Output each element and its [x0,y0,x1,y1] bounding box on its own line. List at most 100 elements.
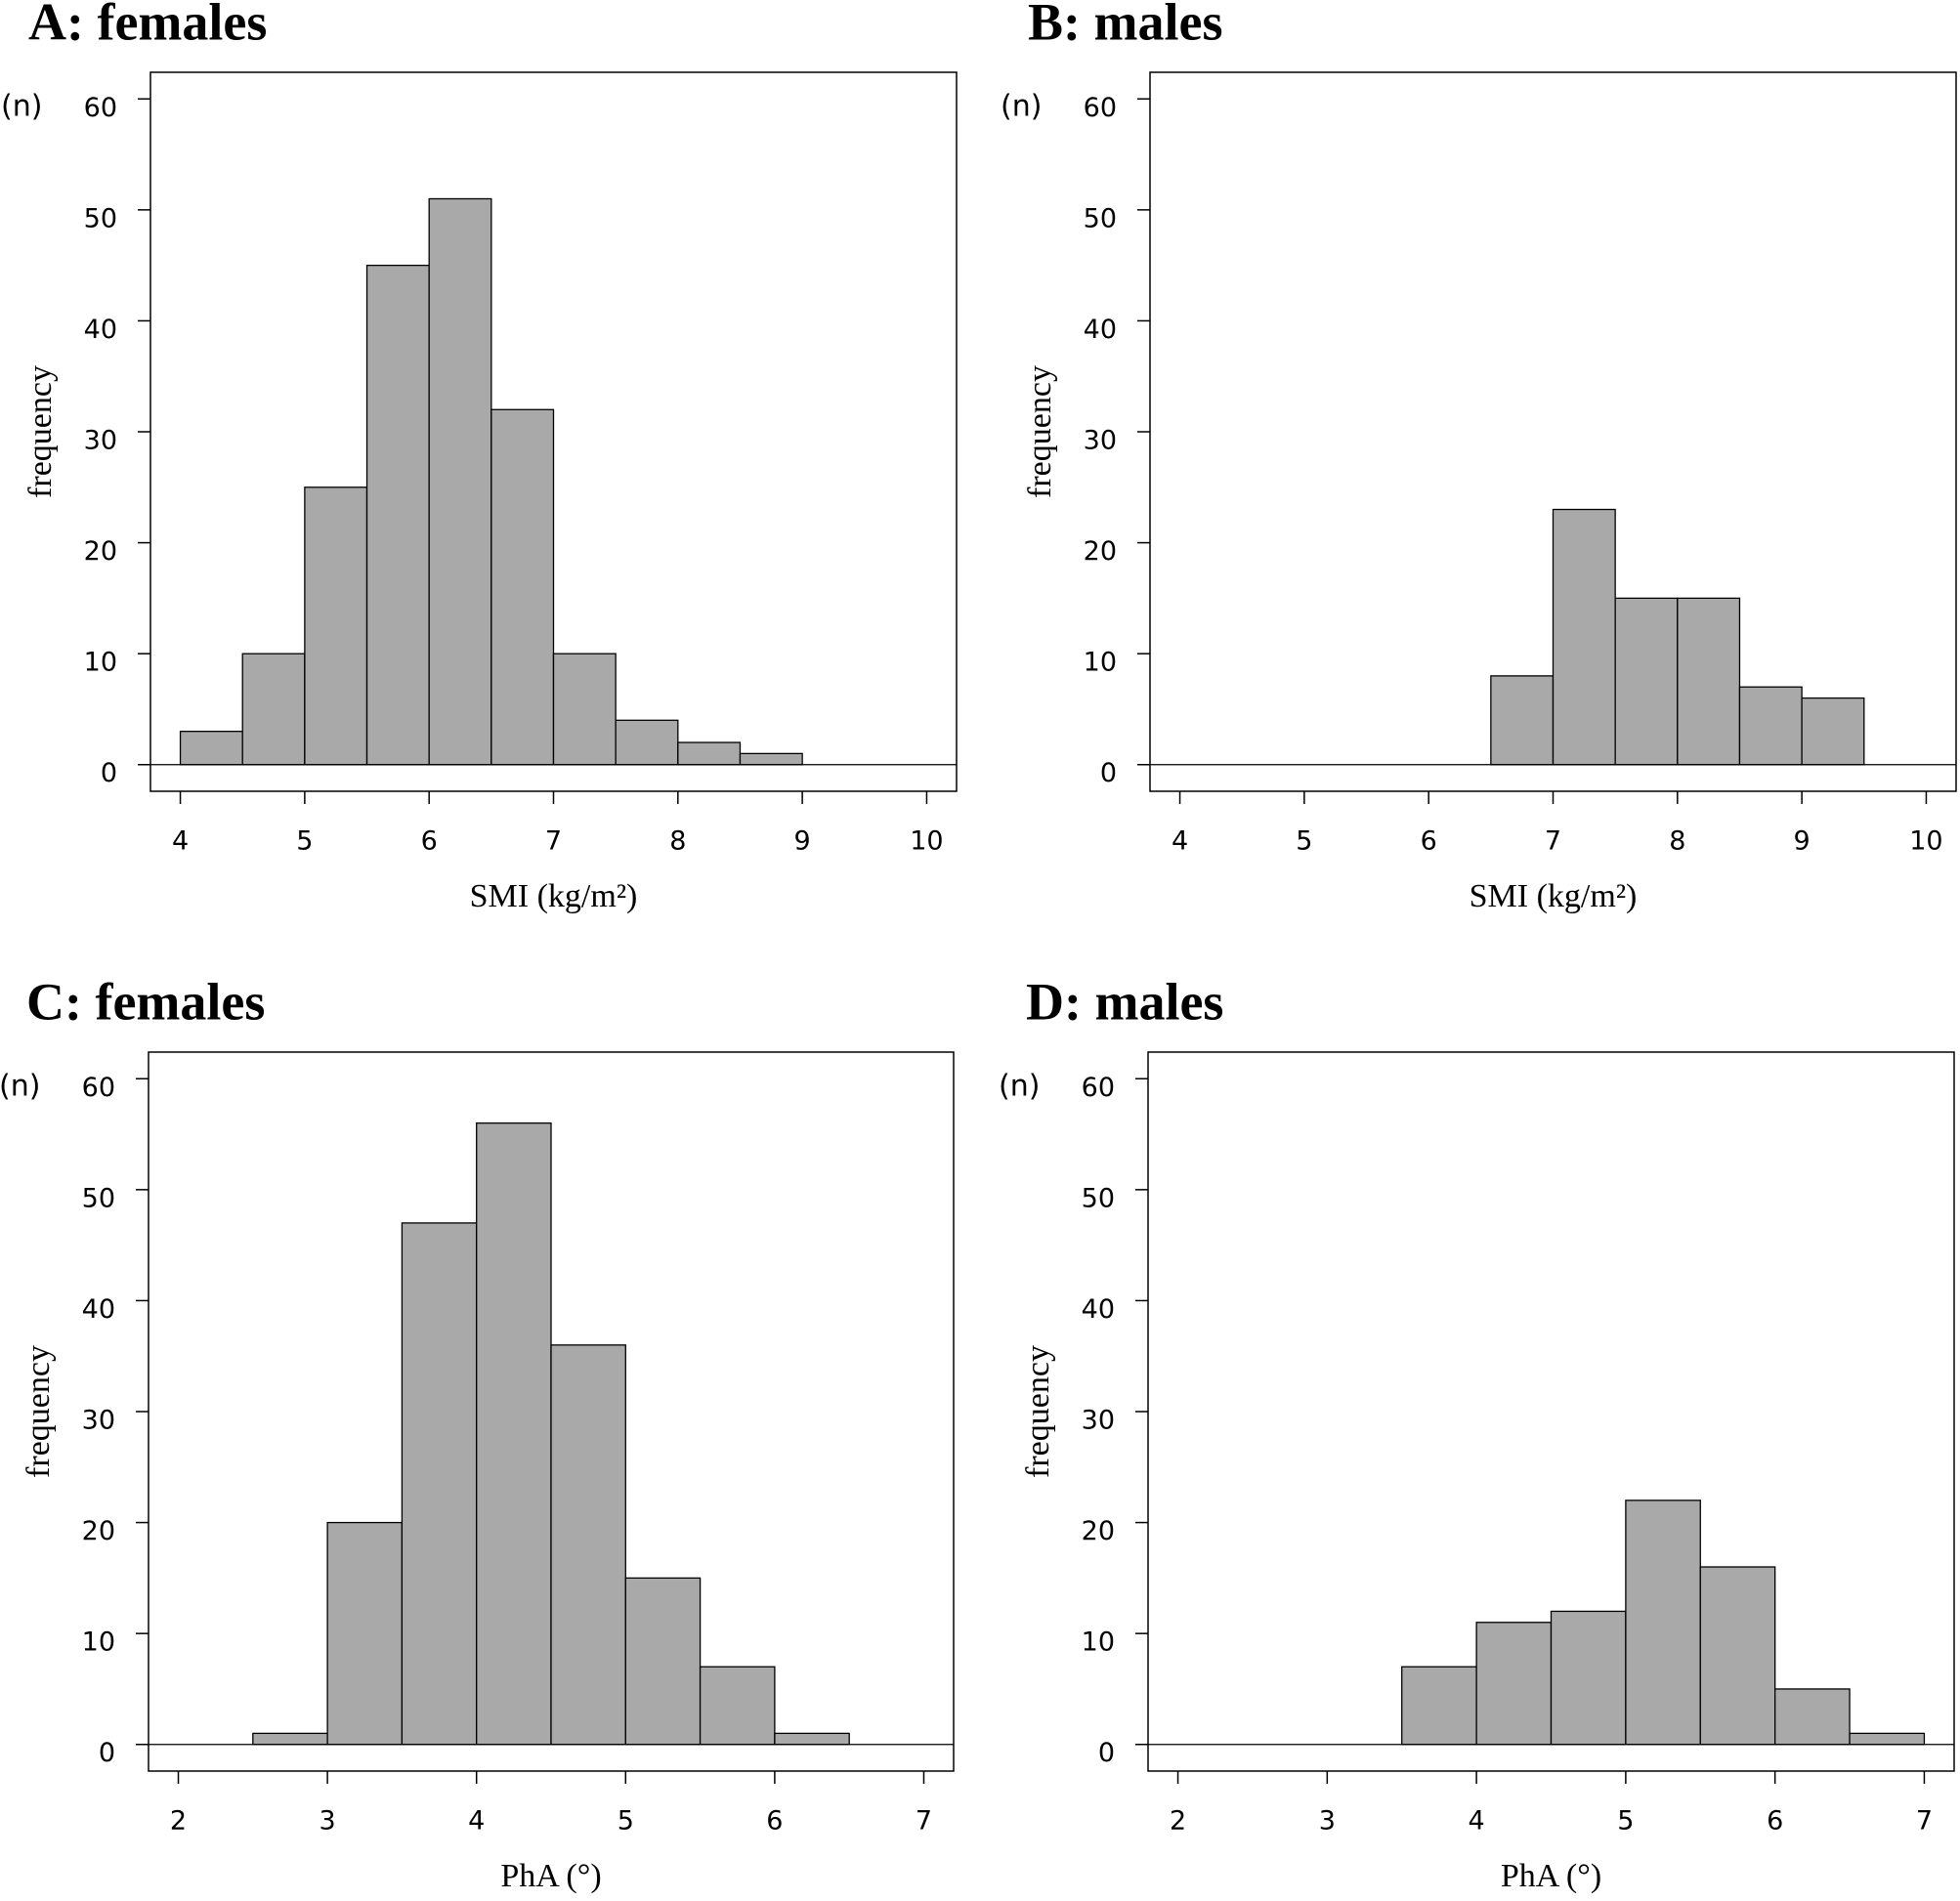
y-tick-label: 20 [84,536,117,567]
y-tick-label: 0 [1098,1738,1115,1768]
bar [739,752,803,766]
y-axis-label: frequency [1020,1345,1056,1478]
y-tick-label: 50 [82,1183,115,1213]
x-tick-label: 8 [1669,826,1685,857]
y-tick-label: 60 [1082,1073,1115,1103]
annotation: (n) [1001,90,1042,124]
bar [401,1222,478,1746]
bar [490,408,555,766]
x-tick-label: 5 [618,1806,634,1837]
x-axis-label: SMI (kg/m²) [1470,878,1638,914]
x-tick-label: 9 [794,826,811,857]
y-tick-label: 10 [1084,648,1117,678]
y-axis-label: frequency [21,1345,57,1478]
panel-title: A: females [28,0,267,51]
x-axis-label: PhA (°) [500,1858,601,1894]
y-tick-label: 60 [82,1073,115,1103]
bar [1552,508,1616,766]
x-axis-label: PhA (°) [1501,1858,1601,1894]
y-tick-label: 20 [82,1516,115,1546]
y-tick-label: 30 [1084,426,1117,456]
x-tick-label: 3 [320,1806,336,1837]
y-tick-label: 10 [1082,1627,1115,1658]
y-tick-label: 0 [101,758,117,788]
bar [615,719,679,766]
y-tick-label: 30 [82,1406,115,1436]
x-tick-label: 7 [1545,826,1561,857]
bar [241,653,306,766]
bar [550,1344,626,1746]
y-tick-label: 60 [84,93,117,123]
bar [1699,1566,1776,1746]
annotation: (n) [0,1070,40,1104]
annotation: (n) [999,1070,1040,1104]
bar [774,1732,850,1746]
y-tick-label: 40 [82,1294,115,1325]
x-tick-label: 5 [296,826,313,857]
x-tick-label: 6 [766,1806,783,1837]
y-tick-label: 50 [1084,203,1117,233]
annotation: (n) [1,90,42,124]
x-tick-label: 8 [669,826,686,857]
bar [365,264,430,766]
y-tick-label: 20 [1082,1516,1115,1546]
x-tick-label: 7 [545,826,562,857]
y-tick-label: 20 [1084,536,1117,567]
bar [476,1122,552,1746]
bar [1801,697,1865,766]
y-tick-label: 10 [84,648,117,678]
bar [699,1666,776,1746]
y-tick-label: 0 [99,1738,115,1768]
y-tick-label: 50 [1082,1183,1115,1213]
x-tick-label: 4 [1172,826,1188,857]
bar [326,1521,404,1746]
panel-title: B: males [1028,0,1222,51]
bar [1774,1688,1851,1746]
x-tick-label: 4 [172,826,189,857]
bar [1738,686,1803,766]
x-tick-label: 6 [1767,1806,1783,1837]
y-tick-label: 0 [1100,758,1117,788]
x-tick-label: 4 [468,1806,485,1837]
x-tick-label: 6 [421,826,438,857]
y-tick-label: 40 [1082,1294,1115,1325]
y-tick-label: 40 [1084,315,1117,345]
bar [552,653,617,766]
bar [179,731,243,766]
y-tick-label: 60 [1084,93,1117,123]
bar [677,741,742,766]
x-tick-label: 7 [1916,1806,1933,1837]
y-tick-label: 30 [1082,1406,1115,1436]
x-tick-label: 10 [910,826,943,857]
y-axis-label: frequency [1022,365,1058,498]
x-tick-label: 2 [1170,1806,1186,1837]
y-tick-label: 50 [84,203,117,233]
y-axis-label: frequency [22,365,59,498]
y-tick-label: 30 [84,426,117,456]
x-axis-label: SMI (kg/m²) [470,878,638,914]
bar [1490,675,1555,766]
y-tick-label: 10 [82,1627,115,1658]
panel-title: D: males [1026,972,1223,1031]
bar [1677,597,1741,766]
bar [1401,1666,1477,1746]
bar [1550,1610,1627,1746]
bar [1625,1500,1701,1746]
bar [428,197,492,766]
panel-title: C: females [26,972,265,1031]
bar [1849,1732,1926,1746]
x-tick-label: 5 [1617,1806,1634,1837]
x-tick-label: 6 [1421,826,1437,857]
x-tick-label: 9 [1794,826,1811,857]
x-tick-label: 4 [1469,1806,1485,1837]
x-tick-label: 2 [170,1806,187,1837]
y-tick-label: 40 [84,315,117,345]
bar [304,486,368,766]
bar [1614,597,1679,766]
bar [1475,1622,1553,1746]
x-tick-label: 10 [1909,826,1942,857]
bar [252,1732,328,1746]
x-tick-label: 7 [916,1806,932,1837]
bar [624,1577,702,1746]
